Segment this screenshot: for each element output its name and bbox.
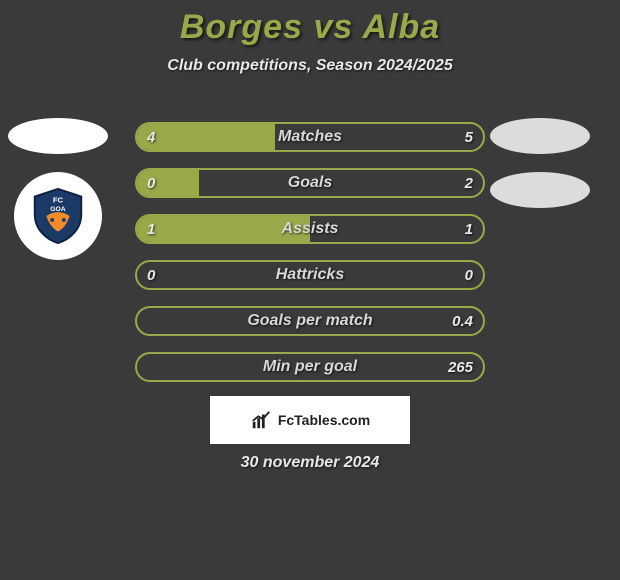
stat-value-left: 0 xyxy=(147,168,155,198)
stat-bar-track xyxy=(135,122,485,152)
stats-bars: Matches45Goals02Assists11Hattricks00Goal… xyxy=(135,122,485,398)
player-right-placeholder-2 xyxy=(490,172,590,208)
svg-text:FC: FC xyxy=(53,195,64,204)
stat-bar-track xyxy=(135,306,485,336)
stat-value-right: 5 xyxy=(465,122,473,152)
stat-bar-left-fill xyxy=(137,124,275,150)
right-player-column xyxy=(490,118,602,226)
stat-value-right: 2 xyxy=(465,168,473,198)
subtitle: Club competitions, Season 2024/2025 xyxy=(0,57,620,75)
stat-bar-track xyxy=(135,214,485,244)
player-left-placeholder xyxy=(8,118,108,154)
stat-row: Goals per match0.4 xyxy=(135,306,485,336)
stat-value-right: 0.4 xyxy=(452,306,473,336)
stat-bar-left-fill xyxy=(137,216,310,242)
stat-value-right: 1 xyxy=(465,214,473,244)
stat-value-right: 265 xyxy=(448,352,473,382)
stat-row: Assists11 xyxy=(135,214,485,244)
svg-text:GOA: GOA xyxy=(50,206,66,213)
footer-site-label: FcTables.com xyxy=(278,412,370,428)
footer-date: 30 november 2024 xyxy=(0,454,620,472)
fc-goa-badge-icon: FC GOA xyxy=(27,185,89,247)
stat-row: Min per goal265 xyxy=(135,352,485,382)
stat-row: Hattricks00 xyxy=(135,260,485,290)
left-player-column: FC GOA xyxy=(8,118,120,260)
stat-row: Goals02 xyxy=(135,168,485,198)
footer-site-tag[interactable]: FcTables.com xyxy=(210,396,410,444)
player-right-placeholder-1 xyxy=(490,118,590,154)
stat-value-left: 4 xyxy=(147,122,155,152)
stat-bar-track xyxy=(135,168,485,198)
stat-bar-track xyxy=(135,260,485,290)
stat-value-right: 0 xyxy=(465,260,473,290)
player-left-club-badge: FC GOA xyxy=(14,172,102,260)
page-title: Borges vs Alba xyxy=(0,0,620,47)
stat-bar-track xyxy=(135,352,485,382)
stat-value-left: 0 xyxy=(147,260,155,290)
fctables-logo-icon xyxy=(250,409,272,431)
stat-value-left: 1 xyxy=(147,214,155,244)
stat-row: Matches45 xyxy=(135,122,485,152)
